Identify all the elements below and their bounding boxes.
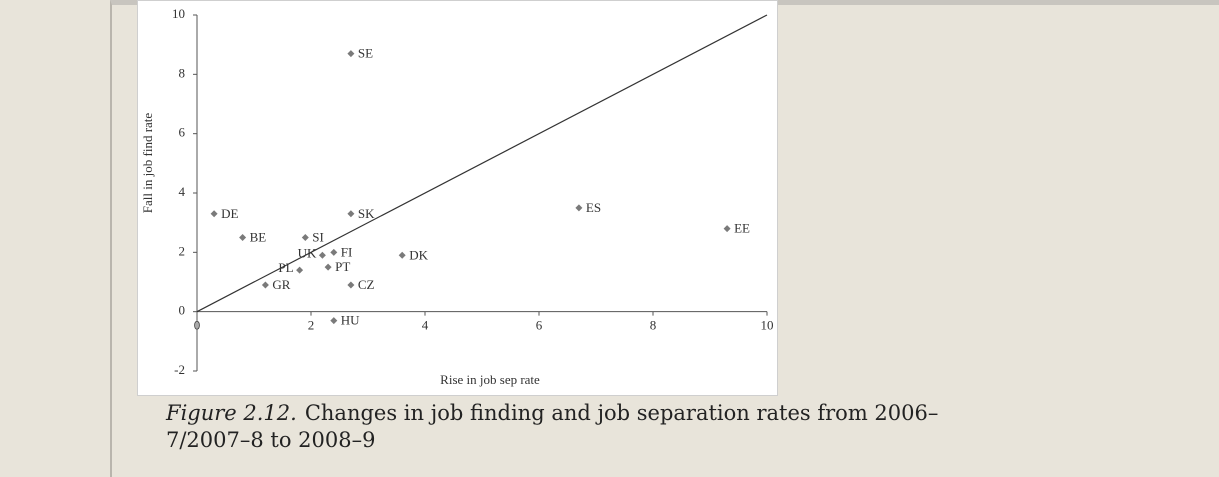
point-label: GR <box>272 277 290 292</box>
point-label: SI <box>312 229 324 244</box>
x-tick-label: 10 <box>761 318 774 333</box>
point <box>723 225 731 233</box>
y-tick-label: 4 <box>179 184 186 199</box>
caption-text: Changes in job finding and job separatio… <box>166 401 939 452</box>
point-label: BE <box>250 229 267 244</box>
x-tick-label: 6 <box>536 318 543 333</box>
x-tick-label: 8 <box>650 318 657 333</box>
point <box>261 281 269 289</box>
point-label: FI <box>341 244 353 259</box>
point <box>575 204 583 212</box>
point-label: PL <box>278 260 293 275</box>
point-label: ES <box>586 200 601 215</box>
point-label: DK <box>409 247 428 262</box>
y-tick-label: 6 <box>179 125 186 140</box>
point <box>347 281 355 289</box>
point <box>296 266 304 274</box>
point-label: SE <box>358 46 373 61</box>
point <box>347 210 355 218</box>
point <box>318 251 326 259</box>
point <box>330 248 338 256</box>
x-axis-label: Rise in job sep rate <box>440 372 540 387</box>
caption-label: Figure 2.12. <box>166 401 297 425</box>
point-label: HU <box>341 313 360 328</box>
point <box>398 251 406 259</box>
x-tick-label: 4 <box>422 318 429 333</box>
chart: Rise in job sep rate Fall in job find ra… <box>137 0 778 396</box>
point <box>330 317 338 325</box>
point <box>324 263 332 271</box>
point <box>239 234 247 241</box>
x-tick-label: 2 <box>308 318 315 333</box>
y-tick-label: 8 <box>179 65 186 80</box>
y-tick-label: 0 <box>179 303 186 318</box>
point-label: SK <box>358 206 375 221</box>
point-label: CZ <box>358 277 375 292</box>
y-tick-label: 2 <box>179 243 186 258</box>
point-label: PT <box>335 259 350 274</box>
chart-background <box>137 0 778 396</box>
y-tick-label: -2 <box>174 362 185 377</box>
point-label: DE <box>221 206 238 221</box>
figure-caption: Figure 2.12. Changes in job finding and j… <box>166 400 956 454</box>
point <box>347 50 355 58</box>
reference-line <box>196 14 768 313</box>
y-axis-label: Fall in job find rate <box>140 113 155 214</box>
y-tick-label: 10 <box>172 6 185 21</box>
point <box>210 210 218 218</box>
x-tick-label: 0 <box>194 318 201 333</box>
point-label: UK <box>298 245 317 260</box>
point-label: EE <box>734 221 750 236</box>
point <box>301 234 309 241</box>
